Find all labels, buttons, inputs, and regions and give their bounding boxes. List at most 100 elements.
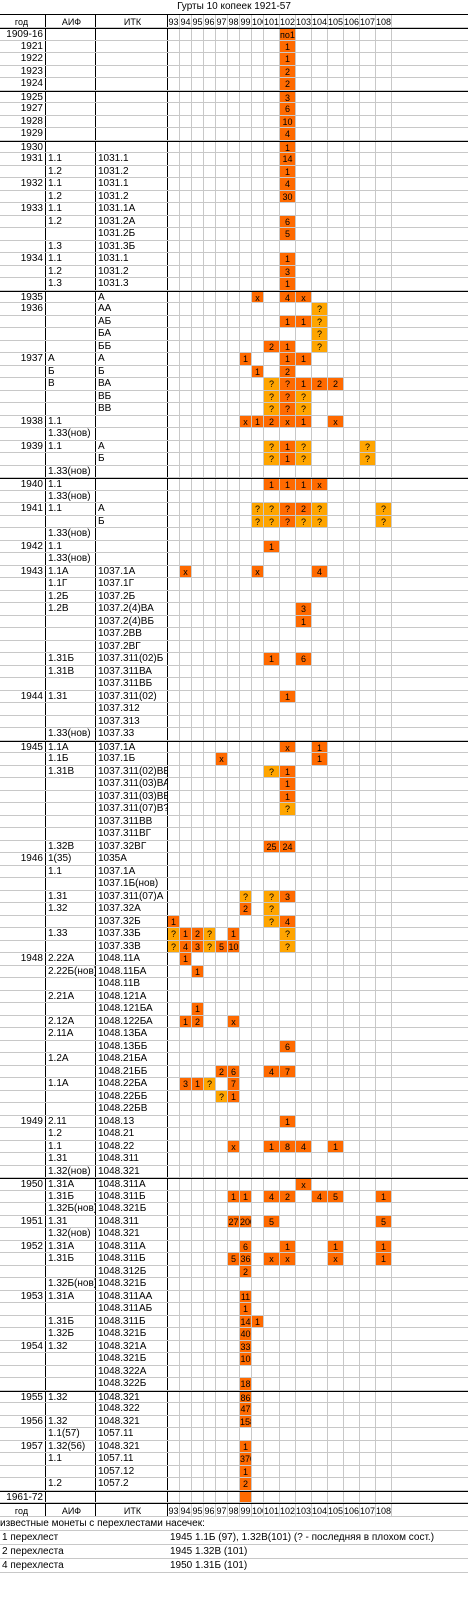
- itk-cell: 1037.1Г: [96, 578, 168, 590]
- count-cell-96: [204, 465, 216, 477]
- count-cell-107: [360, 1028, 376, 1040]
- count-cell-105: [328, 978, 344, 990]
- footer-note: 1 перехлест 1945 1.1Б (97), 1.32В(101) (?…: [0, 1531, 468, 1545]
- count-cell-106: [344, 928, 360, 940]
- count-cell-108: [376, 178, 392, 190]
- count-cell-107: [360, 1440, 376, 1452]
- count-cell-104: [312, 1378, 328, 1390]
- count-cell-96: [204, 265, 216, 277]
- count-cell-106: [344, 53, 360, 65]
- count-cell-97: [216, 303, 228, 315]
- count-cell-102: ?: [280, 803, 296, 815]
- count-cell-101: [264, 1179, 280, 1190]
- header-col-93: 93: [168, 1504, 180, 1516]
- aif-cell: [46, 40, 96, 52]
- itk-cell: АБ: [96, 315, 168, 327]
- table-row: 1933 1.1 1031.1А: [0, 203, 468, 216]
- count-cell-107: [360, 1090, 376, 1102]
- itk-cell: 1031.2А: [96, 215, 168, 227]
- count-cell-103: 1: [296, 479, 312, 490]
- count-cell-98: [228, 365, 240, 377]
- year-cell: 1934: [0, 253, 46, 265]
- count-cell-103: [296, 1290, 312, 1302]
- count-cell-106: [344, 115, 360, 127]
- table-row: 1940 1.1 1 1 1 x: [0, 478, 468, 491]
- count-cell-104: [312, 1315, 328, 1327]
- year-cell: [0, 403, 46, 415]
- count-cell-106: [344, 353, 360, 365]
- count-cell-108: [376, 65, 392, 77]
- itk-cell: 1057.12: [96, 1465, 168, 1477]
- count-cell-105: 1: [328, 1240, 344, 1252]
- count-cell-96: [204, 303, 216, 315]
- count-cell-106: [344, 29, 360, 40]
- count-cell-105: [328, 915, 344, 927]
- count-cell-104: [312, 40, 328, 52]
- count-cell-100: [252, 553, 264, 565]
- count-cell-93: [168, 1491, 180, 1502]
- count-cell-104: [312, 1153, 328, 1165]
- count-cell-98: [228, 103, 240, 115]
- aif-cell: [46, 1090, 96, 1102]
- count-cell-104: [312, 703, 328, 715]
- count-cell-107: [360, 178, 376, 190]
- count-cell-108: [376, 778, 392, 790]
- count-cell-93: [168, 1190, 180, 1202]
- count-cell-107: [360, 190, 376, 202]
- count-cell-99: [240, 778, 252, 790]
- count-cell-103: [296, 1053, 312, 1065]
- count-cell-98: [228, 1328, 240, 1340]
- count-cell-103: [296, 265, 312, 277]
- count-cell-100: ?: [252, 503, 264, 515]
- count-cell-97: [216, 1478, 228, 1490]
- count-cell-100: [252, 1290, 264, 1302]
- count-cell-97: [216, 165, 228, 177]
- table-row: Б? 1??: [0, 453, 468, 466]
- year-cell: [0, 715, 46, 727]
- count-cell-98: [228, 190, 240, 202]
- count-cell-101: [264, 265, 280, 277]
- table-row: 1.3 1031.3 1: [0, 278, 468, 291]
- table-row: 1.33(нов): [0, 490, 468, 503]
- count-cell-95: [192, 690, 204, 702]
- count-cell-95: [192, 153, 204, 165]
- table-row: 1048.22ББ? 1: [0, 1090, 468, 1103]
- count-cell-98: [228, 603, 240, 615]
- count-cell-106: [344, 291, 360, 302]
- count-cell-97: [216, 615, 228, 627]
- count-cell-105: [328, 291, 344, 302]
- count-cell-98: 6: [228, 1065, 240, 1077]
- header-year: год: [0, 1504, 46, 1516]
- aif-cell: 1.31Б: [46, 1315, 96, 1327]
- count-cell-97: [216, 728, 228, 740]
- count-cell-98: x: [228, 1140, 240, 1152]
- count-cell-99: [240, 878, 252, 890]
- itk-cell: 1037.311(03)ВБ: [98, 790, 168, 802]
- count-cell-94: [180, 578, 192, 590]
- count-cell-96: [204, 78, 216, 90]
- count-cell-93: [168, 353, 180, 365]
- count-cell-95: [192, 78, 204, 90]
- aif-cell: 1.32: [46, 1415, 96, 1427]
- count-cell-95: [192, 240, 204, 252]
- count-cell-106: [344, 515, 360, 527]
- count-cell-106: [344, 91, 360, 102]
- count-cell-94: [180, 1203, 192, 1215]
- count-cell-95: [192, 115, 204, 127]
- table-row: 1.2 1031.2 30: [0, 190, 468, 203]
- count-cell-105: [328, 65, 344, 77]
- table-row: 1.33(нов): [0, 553, 468, 566]
- count-cell-101: [264, 353, 280, 365]
- count-cell-95: [192, 303, 204, 315]
- count-cell-101: [264, 553, 280, 565]
- header-col-101: 101: [264, 15, 280, 27]
- count-cell-108: [376, 1228, 392, 1240]
- aif-cell: А: [46, 353, 96, 365]
- itk-cell: 1037.2ВВ: [96, 628, 168, 640]
- count-cell-105: [328, 1328, 344, 1340]
- count-cell-98: [228, 340, 240, 352]
- count-cell-95: [192, 540, 204, 552]
- aif-cell: 1.1Б: [46, 753, 96, 765]
- count-cell-101: [264, 953, 280, 965]
- count-cell-102: [280, 853, 296, 865]
